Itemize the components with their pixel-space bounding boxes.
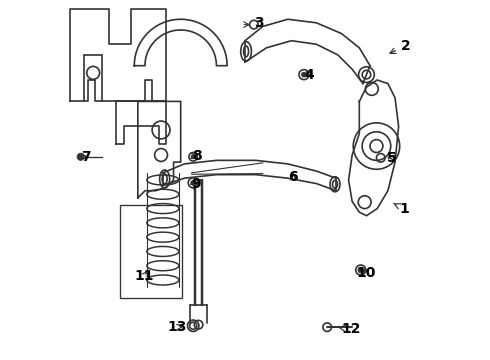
Circle shape xyxy=(358,267,364,273)
Text: 6: 6 xyxy=(289,170,298,184)
Text: 4: 4 xyxy=(304,68,314,82)
Bar xyxy=(120,205,182,298)
Text: 10: 10 xyxy=(356,266,375,280)
Text: 7: 7 xyxy=(81,150,91,164)
Text: 2: 2 xyxy=(390,39,411,54)
Circle shape xyxy=(191,180,196,185)
Text: 11: 11 xyxy=(135,269,154,283)
Text: 13: 13 xyxy=(168,320,187,334)
Text: 3: 3 xyxy=(254,16,264,30)
Text: 9: 9 xyxy=(191,177,200,191)
Circle shape xyxy=(77,153,84,160)
Circle shape xyxy=(301,72,306,77)
Text: 5: 5 xyxy=(387,151,396,165)
Circle shape xyxy=(191,155,196,159)
Text: 8: 8 xyxy=(191,149,202,163)
Text: 1: 1 xyxy=(394,202,409,216)
Text: 12: 12 xyxy=(339,322,361,336)
